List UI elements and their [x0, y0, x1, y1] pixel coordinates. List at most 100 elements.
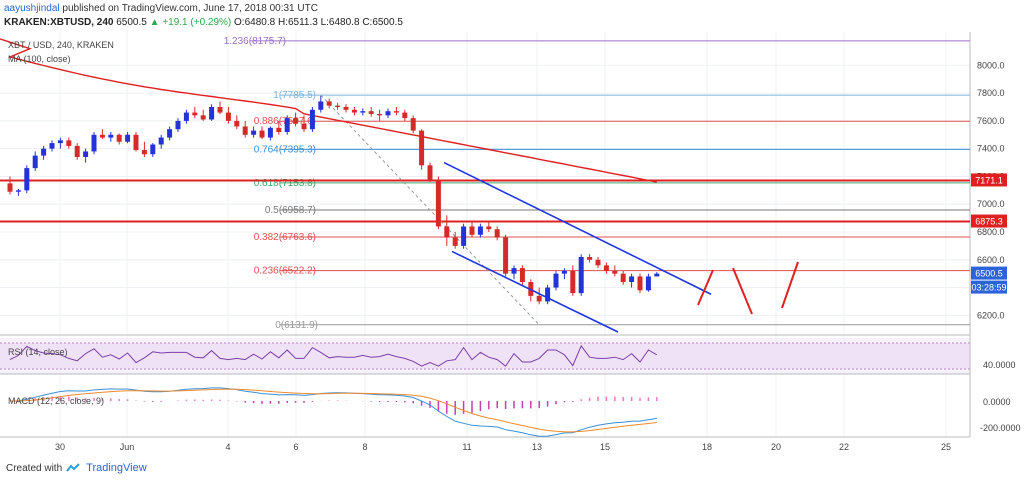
candle-body — [620, 273, 626, 282]
created-with-text: Created with — [6, 462, 63, 474]
price-tag-last — [971, 266, 1007, 280]
candle-body — [519, 268, 525, 282]
fib-anchor-line — [320, 94, 540, 326]
candle-body — [318, 101, 324, 110]
candle-body — [486, 226, 492, 230]
candle-body — [587, 257, 593, 260]
candle-body — [259, 130, 265, 138]
price-tag-last-text: 6500.5 — [975, 269, 1003, 279]
x-tick-label: 22 — [839, 442, 849, 452]
candle-body — [49, 143, 55, 149]
candle-body — [225, 112, 231, 121]
candle-body — [158, 137, 164, 145]
candle-body — [91, 134, 97, 152]
x-tick-label: 20 — [771, 442, 781, 452]
projection-segment — [732, 267, 753, 315]
candle-body — [351, 109, 357, 113]
candle-body — [141, 150, 147, 155]
tradingview-link[interactable]: TradingView — [86, 462, 147, 474]
candle-body — [192, 112, 198, 116]
y-tick-label: 7400.0 — [977, 144, 1005, 154]
macd-pane — [0, 375, 970, 437]
candle-body — [377, 113, 383, 116]
candle-body — [335, 105, 341, 107]
candle-body — [217, 107, 223, 113]
fib-label: 0.764(7395.3) — [254, 144, 316, 155]
candle-body — [200, 115, 206, 120]
price-chart[interactable]: 1.236(8175.7)1(7785.5)0.886(7597.6)0.764… — [0, 32, 1024, 457]
published-text: published on TradingView.com, June 17, 2… — [62, 3, 318, 14]
y-tick-label: 6600.0 — [977, 255, 1005, 265]
price-value: 6500.5 — [116, 17, 147, 28]
candle-body — [267, 127, 273, 138]
candle-body — [242, 126, 248, 135]
candle-body — [461, 226, 467, 246]
candle-body — [477, 226, 483, 235]
macd-line — [9, 387, 657, 437]
macd-tick-zero: 0.0000 — [983, 397, 1011, 407]
candle-body — [83, 151, 89, 157]
x-tick-label: 6 — [293, 442, 298, 452]
candle-body — [629, 276, 635, 282]
rsi-band — [0, 343, 970, 369]
candle-body — [536, 295, 542, 302]
candle-body — [494, 229, 500, 238]
fib-label: 0.5(6958.7) — [265, 205, 316, 216]
y-tick-label: 7000.0 — [977, 199, 1005, 209]
symbol-info: KRAKEN:XBTUSD, 240 6500.5 ▲ +19.1 (+0.29… — [4, 17, 403, 28]
candle-body — [284, 118, 290, 132]
candle-body — [15, 190, 21, 192]
candle-body — [108, 134, 114, 138]
rsi-label: RSI (14, close) — [8, 347, 68, 357]
candle-body — [57, 140, 63, 144]
candle-body — [612, 270, 618, 274]
candle-body — [167, 129, 173, 138]
candle-body — [427, 165, 433, 181]
candle-body — [637, 276, 643, 291]
candle-body — [150, 144, 156, 155]
fib-label: 0.236(6522.2) — [254, 266, 316, 277]
tradingview-logo-icon — [66, 463, 80, 472]
candle-body — [452, 237, 458, 246]
ma-line — [0, 38, 657, 183]
candle-body — [66, 140, 72, 146]
candle-body — [24, 168, 30, 191]
y-tick-label: 7600.0 — [977, 116, 1005, 126]
channel-upper-line — [443, 161, 712, 295]
author-link[interactable]: aayushjindal — [4, 3, 60, 14]
ma-label: MA (100, close) — [8, 54, 71, 64]
price-tag-resistance-1 — [971, 173, 1007, 187]
fib-label: 1.236(8175.7) — [224, 36, 286, 47]
x-tick-label: 8 — [362, 442, 367, 452]
candle-body — [385, 111, 391, 116]
candle-body — [125, 134, 131, 142]
bar-timer — [971, 280, 1007, 294]
candle-body — [41, 148, 47, 156]
footer: Created with TradingView — [6, 462, 147, 474]
fib-label: 1(7785.5) — [273, 90, 316, 101]
y-tick-label: 6800.0 — [977, 227, 1005, 237]
open-value: O:6480.8 — [234, 17, 276, 28]
price-tag-resistance-2 — [971, 214, 1007, 228]
macd-label: MACD (12, 26, close, 9) — [8, 396, 104, 406]
fib-label: 0.382(6763.6) — [254, 232, 316, 243]
macd-tick-neg: -200.0000 — [980, 423, 1021, 433]
macd-histogram — [17, 395, 658, 415]
signal-line — [10, 388, 657, 433]
price-tag-resistance-2-text: 6875.3 — [975, 217, 1003, 227]
candle-body — [410, 118, 416, 131]
projection-segment — [697, 269, 714, 306]
x-tick-label: 13 — [532, 442, 542, 452]
fib-label: 0(6131.9) — [275, 320, 318, 331]
change-value: +19.1 (+0.29%) — [162, 17, 232, 28]
bar-timer-text: 03:28:59 — [971, 283, 1006, 293]
symbol-label: KRAKEN:XBTUSD, 240 — [4, 17, 114, 28]
candle-body — [309, 109, 315, 130]
x-tick-label: 4 — [225, 442, 230, 452]
candle-body — [595, 259, 601, 266]
projection-lines — [697, 261, 799, 315]
channel-lower-line — [451, 250, 619, 333]
candle-body — [393, 111, 399, 113]
high-value: H:6511.3 — [277, 17, 318, 28]
candle-body — [7, 183, 13, 192]
